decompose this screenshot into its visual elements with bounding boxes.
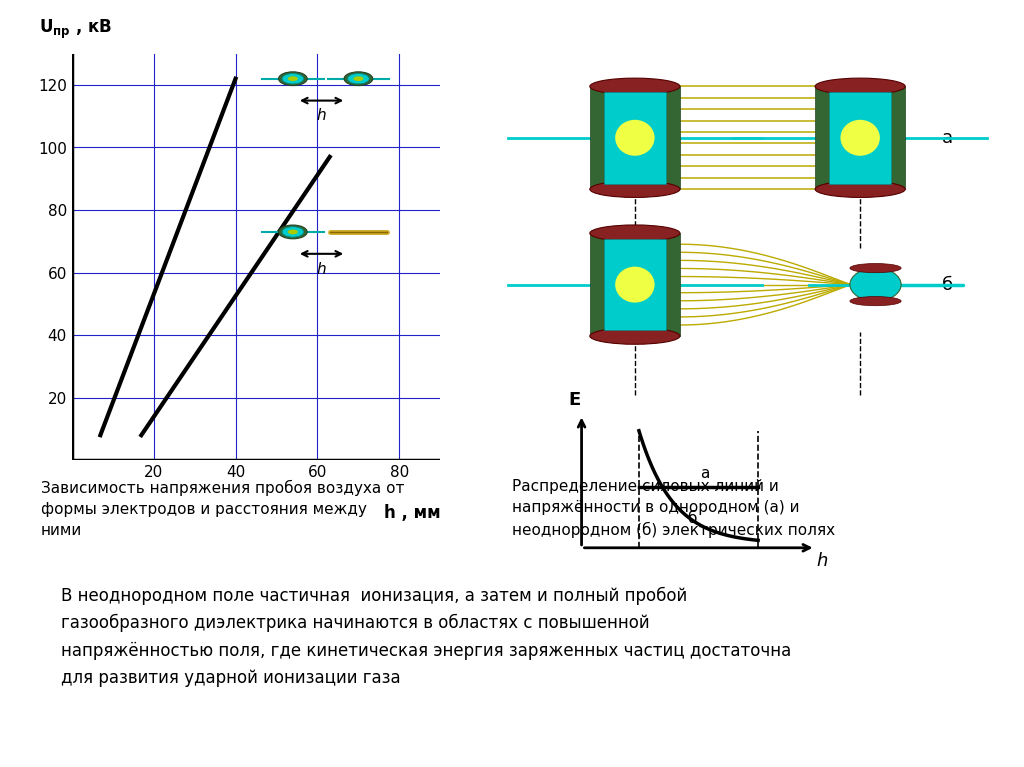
- Ellipse shape: [288, 76, 298, 81]
- Polygon shape: [604, 239, 666, 331]
- Text: Распределение силовых линий и
напряжённости в однородном (а) и
неоднородном (б) : Распределение силовых линий и напряжённо…: [512, 479, 836, 538]
- Text: б: б: [687, 511, 696, 525]
- Ellipse shape: [283, 74, 304, 84]
- Ellipse shape: [590, 181, 680, 197]
- Text: а: а: [700, 466, 710, 481]
- Ellipse shape: [815, 181, 905, 197]
- Text: а: а: [942, 129, 953, 146]
- Ellipse shape: [590, 78, 680, 94]
- Ellipse shape: [590, 225, 680, 242]
- Text: $\mathbf{U_{пр}}$ , кВ: $\mathbf{U_{пр}}$ , кВ: [39, 18, 113, 41]
- Polygon shape: [590, 87, 680, 189]
- Polygon shape: [604, 92, 666, 183]
- Ellipse shape: [850, 297, 901, 306]
- Ellipse shape: [615, 267, 654, 303]
- Ellipse shape: [850, 268, 901, 301]
- Text: В неоднородном поле частичная  ионизация, а затем и полный пробой
газообразного : В неоднородном поле частичная ионизация,…: [61, 587, 792, 686]
- Text: h: h: [816, 551, 827, 570]
- Ellipse shape: [353, 76, 364, 81]
- Ellipse shape: [590, 328, 680, 344]
- Ellipse shape: [344, 72, 373, 86]
- Polygon shape: [815, 87, 905, 189]
- Ellipse shape: [850, 264, 901, 273]
- Ellipse shape: [279, 225, 307, 239]
- Polygon shape: [590, 233, 680, 336]
- Polygon shape: [829, 92, 891, 183]
- Text: Зависимость напряжения пробоя воздуха от
формы электродов и расстояния между
ним: Зависимость напряжения пробоя воздуха от…: [41, 479, 404, 538]
- Text: E: E: [568, 390, 581, 409]
- Ellipse shape: [279, 72, 307, 86]
- Text: h , мм: h , мм: [384, 504, 440, 522]
- Ellipse shape: [815, 78, 905, 94]
- Text: h: h: [316, 262, 327, 277]
- Text: h: h: [316, 108, 327, 123]
- Text: б: б: [942, 275, 953, 294]
- Ellipse shape: [615, 120, 654, 156]
- Ellipse shape: [288, 229, 298, 235]
- Ellipse shape: [348, 74, 370, 84]
- Ellipse shape: [283, 227, 304, 237]
- Ellipse shape: [841, 120, 880, 156]
